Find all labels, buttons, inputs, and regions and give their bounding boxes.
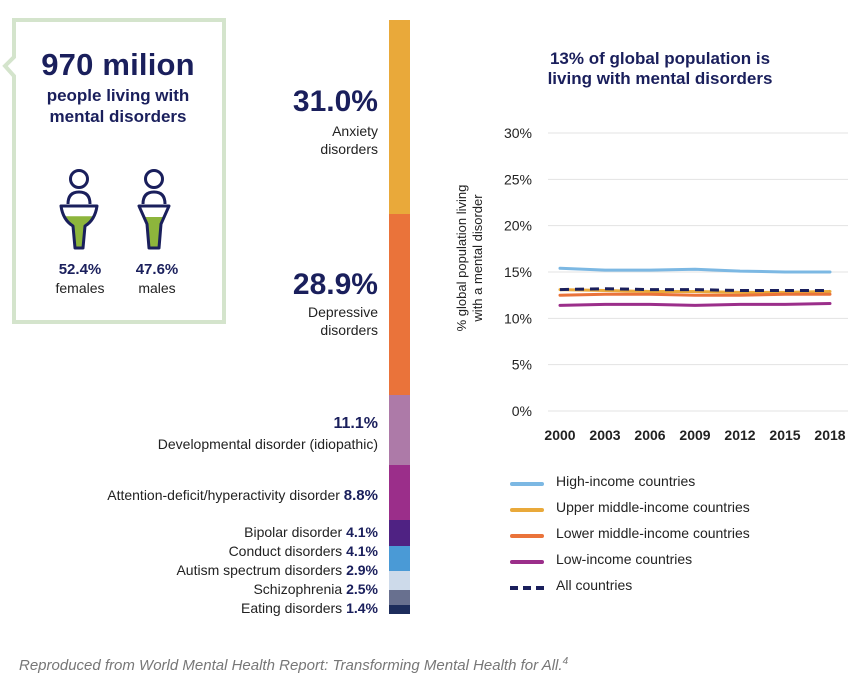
chart-title: 13% of global population is living with … — [500, 49, 820, 89]
bar-segment-2 — [389, 214, 410, 396]
bar-segment-4 — [389, 464, 410, 521]
legend-label-all-countries: All countries — [556, 577, 633, 593]
y-tick-label: 5% — [512, 357, 532, 373]
bar-segment-5 — [389, 520, 410, 547]
x-tick-label: 2018 — [814, 427, 845, 443]
series-line-3 — [558, 292, 832, 297]
legend-label-low-income: Low-income countries — [556, 551, 693, 567]
anxiety-label-2: disorders — [320, 141, 378, 157]
bar-segment-1 — [389, 20, 410, 215]
series-line-4 — [558, 302, 832, 307]
series-line-1 — [558, 266, 832, 274]
legend-swatch-high-income — [510, 482, 544, 486]
legend-label-high-income: High-income countries — [556, 473, 696, 489]
callout-subtitle-1: people living with — [46, 86, 190, 105]
schizophrenia-percent: 2.5% — [346, 581, 378, 597]
line-chart: 0% 5% 10% 15% 20% 25% 30% 2000 2003 2006 2009 2012… — [454, 125, 848, 443]
legend-swatch-all-countries — [510, 586, 544, 590]
series-line-5 — [559, 287, 830, 292]
bipolar-label: Bipolar disorder — [244, 524, 343, 540]
anxiety-percent: 31.0% — [292, 85, 378, 118]
y-axis-ticks: 0% 5% 10% 15% 20% 25% 30% — [504, 125, 532, 419]
legend-swatch-upper-middle — [510, 508, 544, 512]
male-percent: 47.6% — [135, 261, 179, 278]
callout-frame — [2, 18, 226, 324]
x-tick-label: 2003 — [589, 427, 620, 443]
series-line-2 — [558, 288, 832, 294]
developmental-label: Developmental disorder (idiopathic) — [157, 436, 378, 452]
schizophrenia-label: Schizophrenia — [253, 581, 343, 597]
y-tick-label: 20% — [504, 218, 532, 234]
bar-segment-8 — [389, 589, 410, 606]
caption-ref: 4 — [562, 656, 569, 667]
total-count: 970 milion — [41, 47, 195, 82]
chart-title-line1: 13% of global population is — [549, 49, 771, 68]
chart-series — [558, 266, 832, 307]
y-tick-label: 10% — [504, 310, 532, 326]
y-tick-label: 15% — [504, 264, 532, 280]
male-icon — [137, 169, 171, 250]
anxiety-label-1: Anxiety — [332, 123, 378, 139]
legend-swatch-lower-middle — [510, 534, 544, 538]
conduct-percent: 4.1% — [346, 543, 378, 559]
callout-subtitle-2: mental disorders — [49, 107, 187, 126]
legend-label-upper-middle: Upper middle-income countries — [556, 499, 750, 515]
bar-segment-7 — [389, 571, 410, 591]
chart-grid — [548, 132, 848, 412]
y-tick-label: 0% — [512, 403, 532, 419]
x-tick-label: 2009 — [679, 427, 710, 443]
chart-title-line2: living with mental disorders — [547, 69, 773, 88]
callout-box: 970 milion people living with mental dis… — [0, 0, 240, 330]
source-caption: Reproduced from World Mental Health Repo… — [19, 656, 568, 674]
depressive-label-2: disorders — [320, 322, 378, 338]
legend-swatch-low-income — [510, 560, 544, 564]
legend-label-lower-middle: Lower middle-income countries — [556, 525, 750, 541]
adhd-percent: 8.8% — [343, 487, 378, 504]
autism-percent: 2.9% — [346, 562, 378, 578]
y-tick-label: 25% — [504, 171, 532, 187]
x-tick-label: 2000 — [544, 427, 575, 443]
y-axis-label-1: % global population living — [454, 185, 469, 332]
x-axis-ticks: 2000 2003 2006 2009 2012 2015 2018 — [544, 427, 845, 443]
y-tick-label: 30% — [504, 125, 532, 141]
developmental-percent: 11.1% — [333, 415, 378, 432]
conduct-label: Conduct disorders — [228, 543, 343, 559]
male-label: males — [138, 280, 176, 296]
x-tick-label: 2015 — [769, 427, 800, 443]
y-axis-label-2: with a mental disorder — [470, 194, 485, 323]
eating-percent: 1.4% — [346, 600, 378, 616]
caption-text: Reproduced from World Mental Health Repo… — [19, 657, 563, 674]
depressive-percent: 28.9% — [292, 268, 378, 301]
bar-segment-9 — [389, 605, 410, 615]
x-tick-label: 2006 — [634, 427, 665, 443]
adhd-label: Attention-deficit/hyperactivity disorder — [107, 487, 340, 503]
depressive-label-1: Depressive — [307, 304, 378, 320]
female-icon — [59, 169, 99, 250]
female-percent: 52.4% — [58, 261, 102, 278]
x-tick-label: 2012 — [724, 427, 755, 443]
female-label: females — [55, 280, 105, 296]
bar-segment-3 — [389, 395, 410, 466]
bipolar-percent: 4.1% — [346, 524, 378, 540]
bar-segment-6 — [389, 545, 410, 572]
autism-label: Autism spectrum disorders — [176, 562, 343, 578]
eating-label: Eating disorders — [241, 600, 343, 616]
